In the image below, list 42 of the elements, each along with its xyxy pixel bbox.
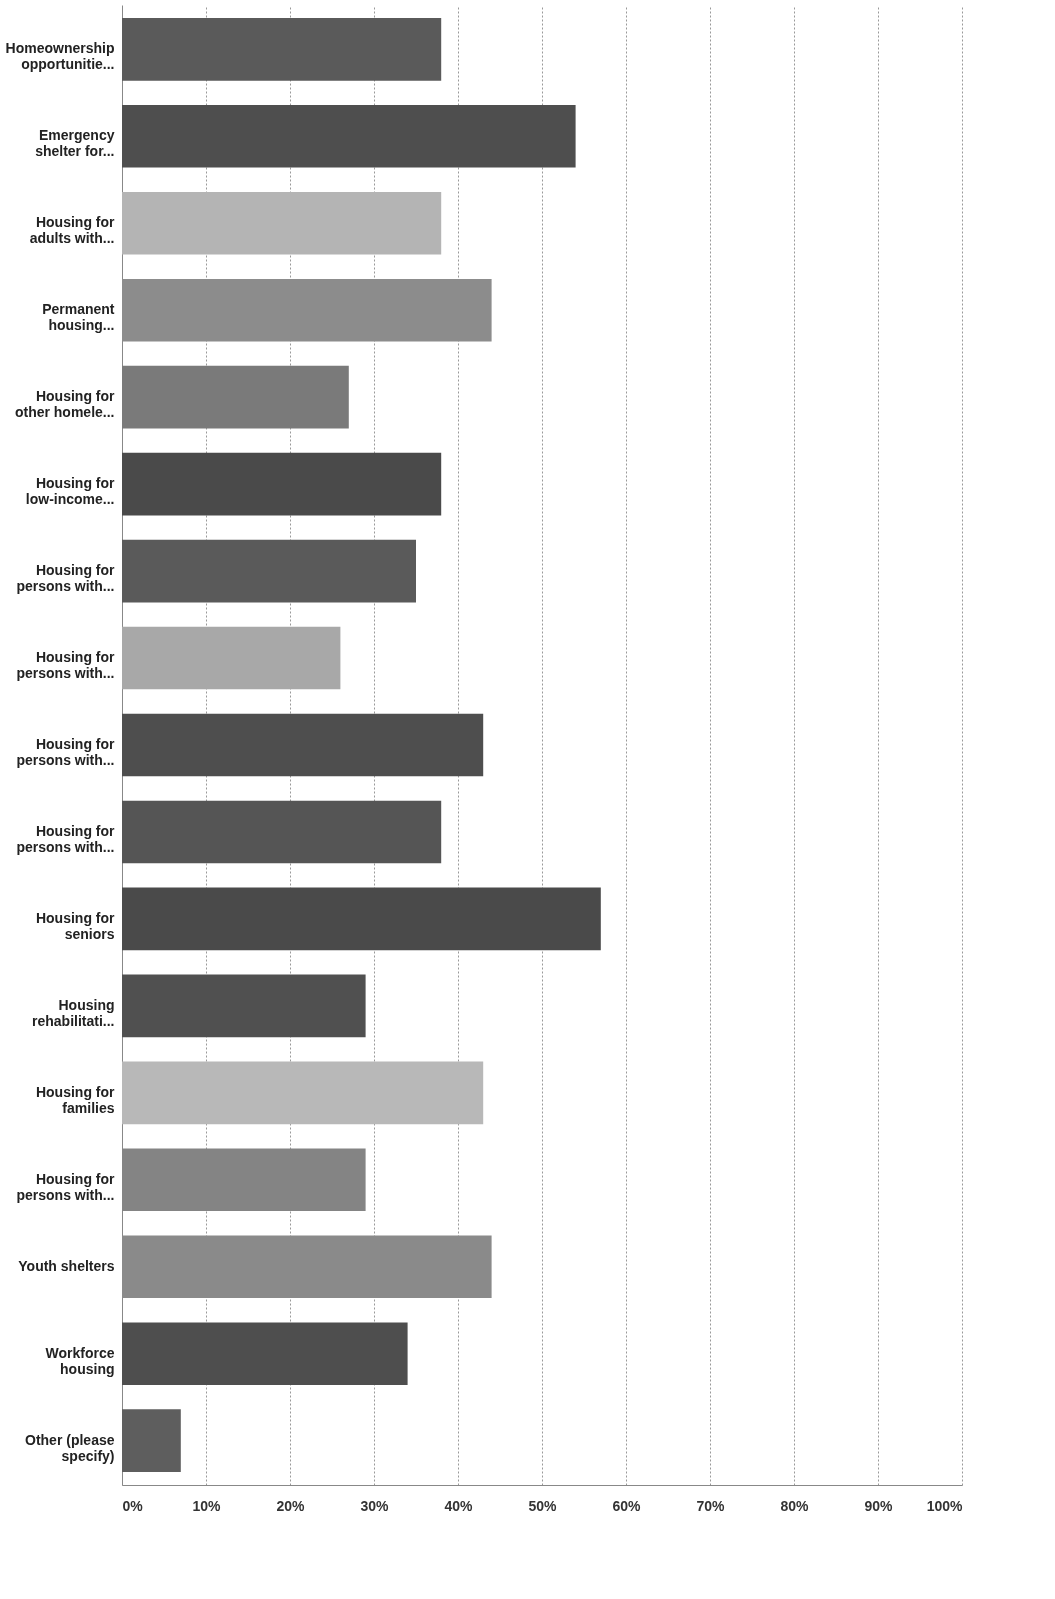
bar <box>122 539 416 603</box>
y-tick-label: Workforce housing <box>45 1344 115 1377</box>
y-tick-label: Housing for other homele... <box>14 388 116 421</box>
y-tick-label: Other (please specify) <box>25 1431 115 1464</box>
y-tick-label: Housing rehabilitati... <box>32 996 115 1029</box>
y-tick-label: Youth shelters <box>18 1257 115 1274</box>
bar <box>122 365 349 429</box>
y-tick-label: Housing for seniors <box>35 909 116 942</box>
bar <box>122 1409 181 1472</box>
y-tick-label: Homeownership opportunitie... <box>5 40 115 73</box>
bar <box>122 800 442 864</box>
bar <box>122 887 601 951</box>
x-tick-label: 50% <box>528 1497 558 1514</box>
y-tick-label: Housing for persons with... <box>16 736 116 768</box>
y-tick-label: Emergency shelter for... <box>35 127 115 160</box>
x-tick-label: 20% <box>276 1497 306 1514</box>
bar <box>122 626 341 690</box>
x-tick-label: 10% <box>192 1497 222 1514</box>
x-tick-label: 40% <box>444 1497 474 1514</box>
bar <box>122 713 484 777</box>
x-tick-label: 60% <box>612 1497 642 1514</box>
y-tick-label: Housing for adults with... <box>29 214 116 247</box>
x-tick-label: 0% <box>122 1497 144 1514</box>
bar <box>122 18 442 81</box>
bar <box>122 1322 408 1385</box>
bar <box>122 105 576 168</box>
x-tick-label: 80% <box>780 1497 810 1514</box>
y-tick-label: Housing for persons with... <box>16 822 116 855</box>
y-tick-label: Permanent housing... <box>42 301 115 334</box>
x-tick-label: 100% <box>926 1497 964 1514</box>
y-tick-label: Housing for families <box>35 1083 116 1116</box>
y-tick-label: Housing for persons with... <box>16 1170 116 1203</box>
bar <box>122 452 442 516</box>
y-tick-label: Housing for low-income... <box>25 475 116 508</box>
x-tick-label: 70% <box>696 1497 726 1514</box>
bar <box>122 191 442 255</box>
y-tick-label: Housing for persons with... <box>16 649 116 682</box>
x-tick-label: 90% <box>864 1497 894 1514</box>
bar <box>122 974 366 1038</box>
bar <box>122 1061 484 1125</box>
x-tick-label: 30% <box>360 1497 390 1514</box>
y-tick-label: Housing for persons with... <box>16 562 116 595</box>
